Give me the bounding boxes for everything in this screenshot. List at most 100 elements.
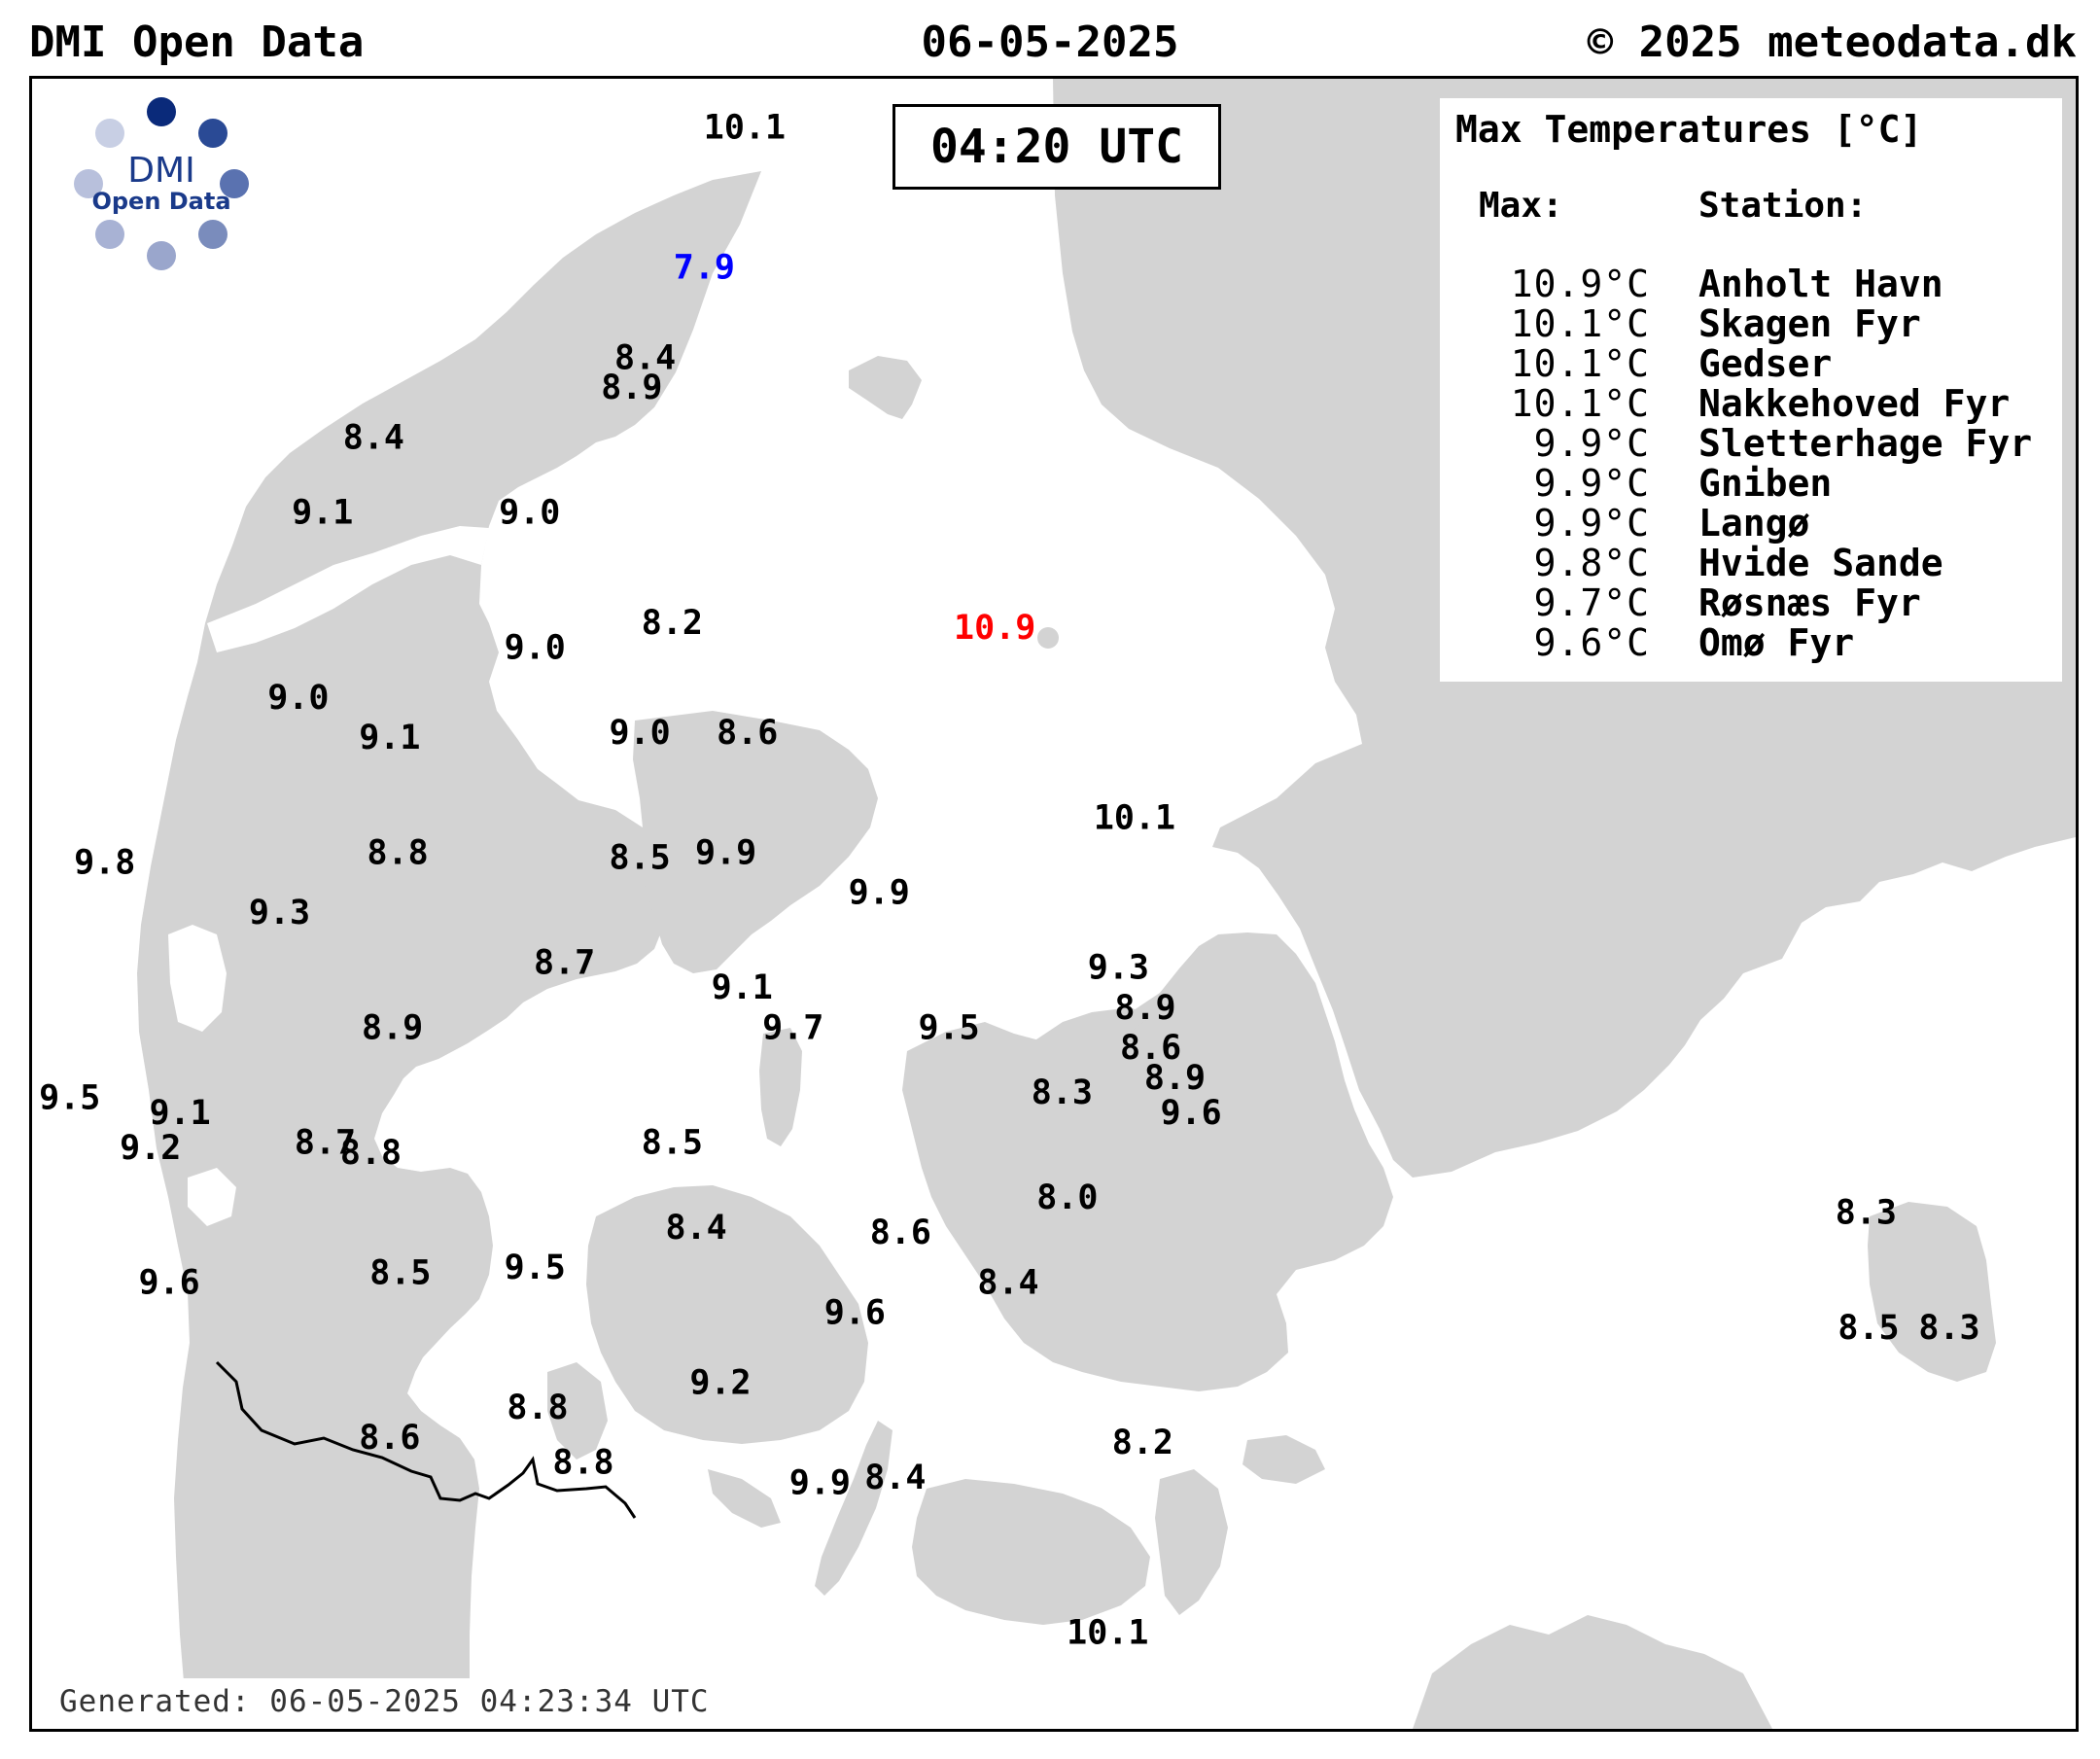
dmi-logo-subtext: Open Data xyxy=(91,188,230,215)
station-temperature-label: 8.6 xyxy=(1120,1029,1181,1068)
station-temperature-label: 10.9 xyxy=(954,609,1035,648)
legend-row-station: Langø xyxy=(1698,502,1810,545)
station-temperature-label: 8.4 xyxy=(665,1209,726,1248)
station-temperature-label: 9.6 xyxy=(138,1264,199,1303)
land-zealand xyxy=(902,932,1393,1391)
land-aero xyxy=(708,1469,781,1528)
station-temperature-label: 10.1 xyxy=(1067,1614,1148,1653)
station-temperature-label: 9.2 xyxy=(120,1129,181,1168)
station-temperature-label: 9.0 xyxy=(267,679,329,718)
land-laeso xyxy=(849,356,922,419)
station-labels: 10.17.98.48.98.49.1 9.010.98.29.09.09.1 9.… xyxy=(39,109,1980,1653)
header-left-title: DMI Open Data xyxy=(29,18,365,67)
border-line xyxy=(215,1360,637,1519)
header-date: 06-05-2025 xyxy=(921,18,1179,67)
station-temperature-label: 8.8 xyxy=(340,1134,402,1173)
legend-row-station: Gniben xyxy=(1698,462,1833,505)
station-temperature-label: 8.8 xyxy=(507,1389,568,1427)
station-temperature-label: 9.0 xyxy=(499,494,560,533)
station-temperature-label: 9.8 xyxy=(74,844,135,883)
station-temperature-label: 9.6 xyxy=(824,1294,886,1333)
station-temperature-label: 9.3 xyxy=(249,894,310,932)
station-temperature-label: 8.5 xyxy=(609,839,670,878)
dmi-logo: DMI Open Data xyxy=(50,92,273,316)
station-temperature-label: 9.5 xyxy=(505,1249,566,1287)
legend-row-station: Gedser xyxy=(1698,342,1833,385)
legend-panel: Max Temperatures [°C] Max: Station: 10.9… xyxy=(1440,98,2062,682)
station-temperature-label: 9.1 xyxy=(149,1094,210,1133)
legend-row-max: 10.1°C xyxy=(1510,342,1650,385)
station-temperature-label: 9.3 xyxy=(1088,949,1149,988)
station-temperature-label: 8.3 xyxy=(1032,1073,1093,1112)
map-frame[interactable]: 10.1 7.9 8.4 8.9 8.4 9.1 9.0 10.9 8.2 9.0 9.0 9.1 9.… xyxy=(29,76,2079,1732)
station-temperature-label: 8.6 xyxy=(359,1419,420,1458)
station-temperature-label: 8.8 xyxy=(552,1444,613,1483)
station-temperature-label: 8.4 xyxy=(614,338,676,377)
station-temperature-label: 9.0 xyxy=(505,629,566,668)
water-fjord-south xyxy=(188,1168,236,1226)
station-temperature-label: 8.2 xyxy=(1112,1424,1173,1462)
legend-row: 9.8°C Hvide Sande xyxy=(1455,544,2047,583)
legend-row-station: Hvide Sande xyxy=(1698,542,1943,584)
land-funen xyxy=(586,1185,868,1444)
station-temperature-label: 9.9 xyxy=(695,833,756,872)
station-temperature-label: 9.9 xyxy=(789,1463,851,1502)
station-temperature-label: 10.1 xyxy=(704,109,786,148)
legend-header-row: Max: Station: xyxy=(1455,186,2047,226)
legend-row: 9.9°C Gniben xyxy=(1455,464,2047,504)
water-limfjord xyxy=(207,526,489,652)
land-germany-east xyxy=(1413,1615,1772,1729)
generated-timestamp: Generated: 06-05-2025 04:23:34 UTC xyxy=(32,1678,737,1729)
station-temperature-label: 8.9 xyxy=(1114,989,1175,1028)
station-temperature-label: 8.5 xyxy=(369,1253,431,1292)
legend-row-max: 9.7°C xyxy=(1533,581,1650,624)
land-jutland xyxy=(137,171,761,1729)
station-temperature-label: 9.6 xyxy=(1160,1094,1221,1133)
legend-row-max: 9.8°C xyxy=(1533,542,1650,584)
legend-row-station: Omø Fyr xyxy=(1698,621,1855,664)
legend-row-station: Anholt Havn xyxy=(1698,263,1943,305)
legend-row-max: 10.9°C xyxy=(1510,263,1650,305)
station-temperature-label: 8.5 xyxy=(642,1124,703,1163)
legend-row-max: 10.1°C xyxy=(1510,382,1650,425)
station-temperature-label: 8.6 xyxy=(717,714,778,753)
station-temperature-label: 8.7 xyxy=(534,944,595,983)
legend-row-station: Røsnæs Fyr xyxy=(1698,581,1921,624)
legend-row: 9.7°C Røsnæs Fyr xyxy=(1455,583,2047,623)
station-temperature-label: 8.0 xyxy=(1036,1179,1098,1217)
legend-row: 10.1°C Gedser xyxy=(1455,344,2047,384)
station-temperature-label: 8.4 xyxy=(343,419,404,458)
legend-row: 10.1°C Nakkehoved Fyr xyxy=(1455,384,2047,424)
land-als xyxy=(547,1362,608,1460)
station-temperature-label: 9.0 xyxy=(609,714,670,753)
station-temperature-label: 8.9 xyxy=(362,1008,423,1047)
legend-row-max: 10.1°C xyxy=(1510,302,1650,345)
legend-row-station: Nakkehoved Fyr xyxy=(1698,382,2011,425)
legend-col-station: Station: xyxy=(1698,186,1868,226)
legend-row-max: 9.6°C xyxy=(1533,621,1650,664)
station-temperature-label: 8.3 xyxy=(1836,1194,1897,1233)
station-temperature-label: 8.9 xyxy=(601,369,662,407)
legend-row: 10.9°C Anholt Havn xyxy=(1455,264,2047,304)
legend-row: 9.6°C Omø Fyr xyxy=(1455,623,2047,663)
legend-row-station: Sletterhage Fyr xyxy=(1698,422,2033,465)
land-djursland xyxy=(633,711,878,973)
time-label-box: 04:20 UTC xyxy=(892,104,1221,190)
legend-row-station: Skagen Fyr xyxy=(1698,302,1921,345)
header-copyright: © 2025 meteodata.dk xyxy=(1587,18,2077,67)
dmi-logo-text: DMI xyxy=(127,151,194,191)
legend-row: 9.9°C Sletterhage Fyr xyxy=(1455,424,2047,464)
legend-row: 9.9°C Langø xyxy=(1455,504,2047,544)
legend-rows: 10.9°C Anholt Havn 10.1°C Skagen Fyr 10.1°C G… xyxy=(1455,264,2047,663)
legend-row-max: 9.9°C xyxy=(1533,502,1650,545)
station-temperature-label: 8.4 xyxy=(864,1459,926,1497)
station-temperature-label: 8.9 xyxy=(1144,1059,1206,1098)
station-temperature-label: 9.1 xyxy=(712,968,773,1007)
legend-row-max: 9.9°C xyxy=(1533,462,1650,505)
legend-row: 10.1°C Skagen Fyr xyxy=(1455,304,2047,344)
legend-col-max: Max: xyxy=(1479,186,1563,226)
station-temperature-label: 8.4 xyxy=(977,1264,1038,1303)
station-temperature-label: 9.2 xyxy=(689,1364,751,1403)
station-temperature-label: 9.5 xyxy=(39,1078,100,1117)
water-fjord-west xyxy=(168,925,227,1032)
